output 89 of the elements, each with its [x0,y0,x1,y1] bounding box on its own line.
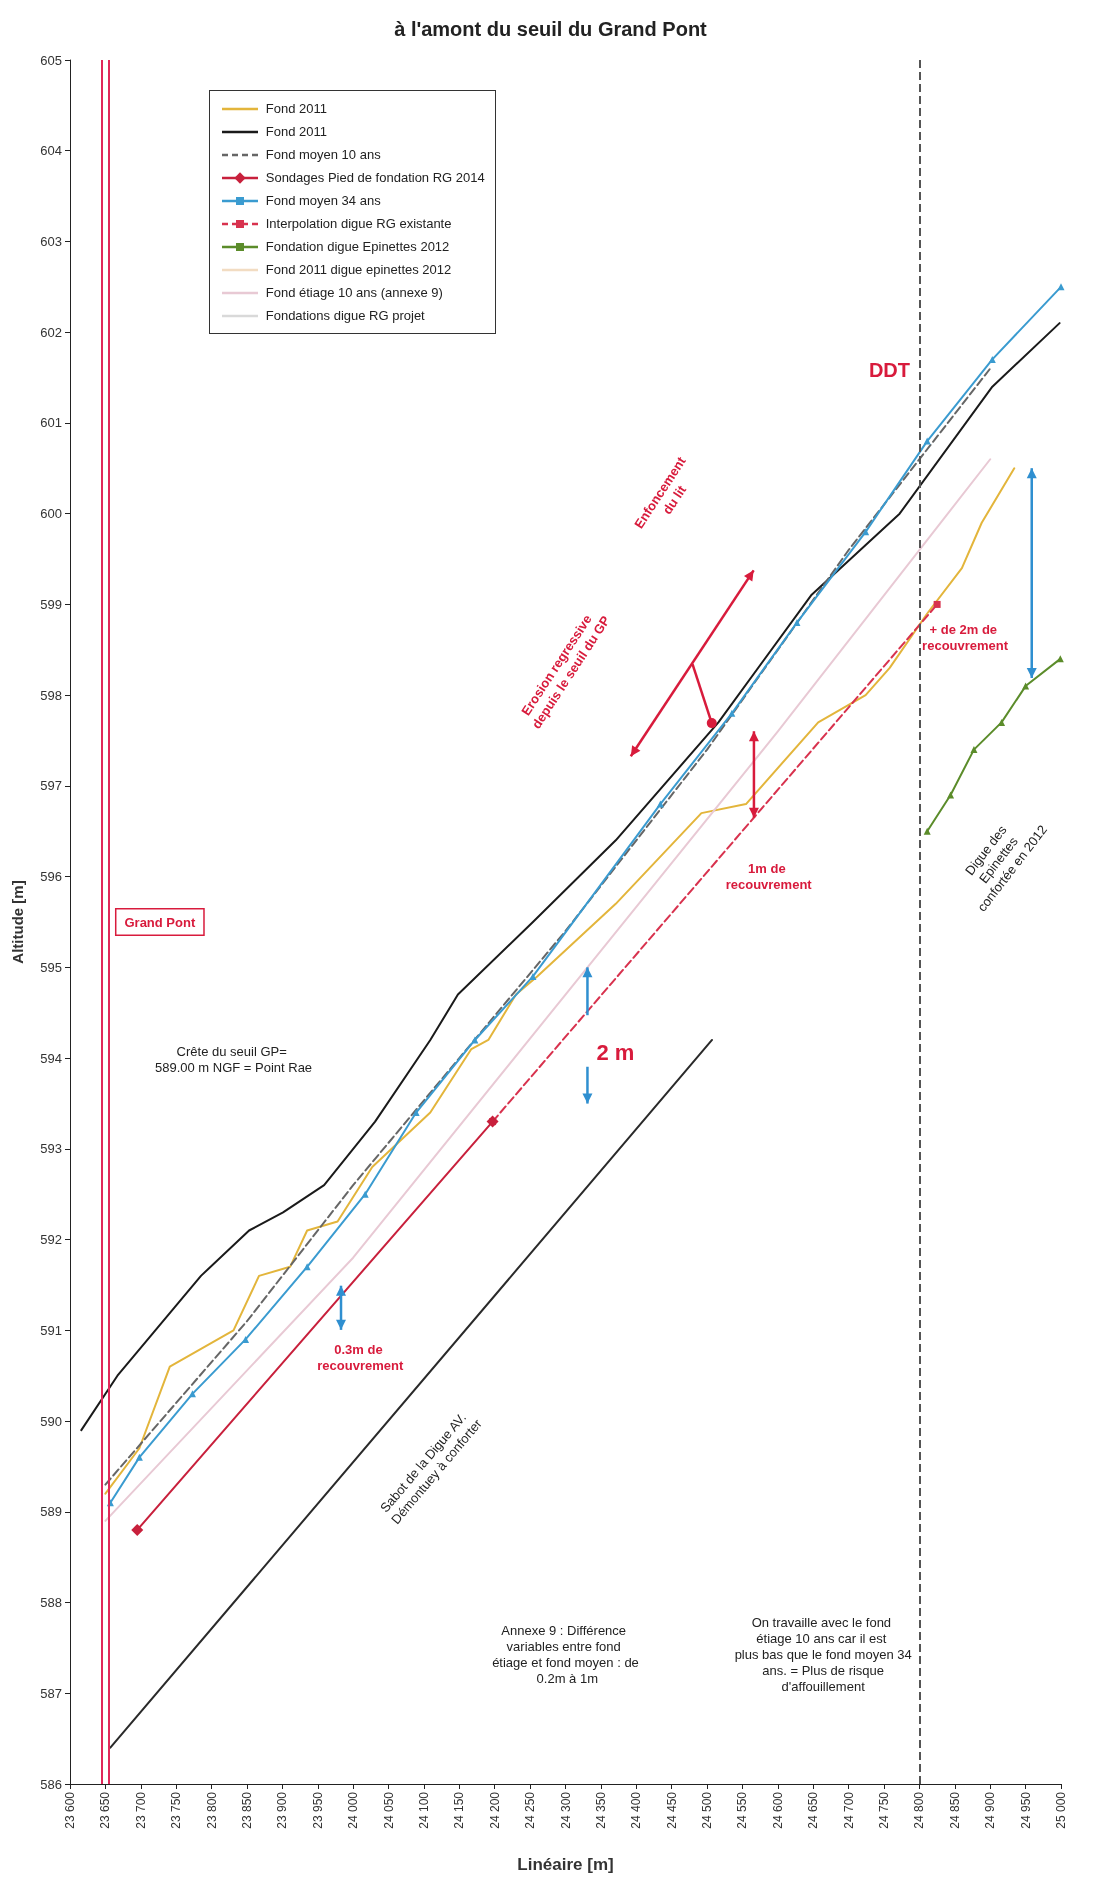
x-axis-title: Linéaire [m] [517,1855,614,1874]
chart-title: à l'amont du seuil du Grand Pont [394,18,708,40]
x-tick-label: 23 850 [239,1791,254,1829]
y-tick-label: 593 [40,1141,62,1157]
point [988,355,996,363]
ref-line-label: Grand Pont [124,914,196,930]
y-tick-label: 602 [40,324,62,340]
point [1022,682,1030,690]
x-tick-label: 24 150 [452,1791,467,1829]
y-tick-label: 599 [40,596,62,612]
x-tick-label: 23 700 [133,1791,148,1829]
point [923,827,931,835]
legend-label: Fond 2011 [265,124,327,139]
x-tick-label: 24 200 [487,1791,502,1829]
annotation: 1m de recouvrement [725,861,813,893]
x-tick-label: 24 050 [381,1791,396,1829]
y-tick-label: 597 [40,778,62,794]
point [412,1109,420,1117]
point [933,600,941,608]
legend-label: Sondages Pied de fondation RG 2014 [265,170,485,185]
x-tick-label: 24 100 [416,1791,431,1829]
x-tick-label: 23 650 [98,1791,113,1829]
x-tick-label: 24 750 [877,1791,892,1829]
y-axis-title: Altitude [m] [9,880,26,964]
y-tick-label: 603 [40,233,62,249]
x-tick-label: 24 650 [806,1791,821,1829]
x-tick-label: 24 450 [664,1791,679,1829]
point [728,709,736,717]
point [135,1453,143,1461]
ref-line-label: DDT [868,359,910,382]
y-tick-label: 592 [40,1232,62,1248]
x-tick-label: 24 700 [841,1791,856,1829]
x-tick-label: 24 550 [735,1791,750,1829]
point [656,800,664,808]
x-tick-label: 24 900 [983,1791,998,1829]
x-tick-label: 23 800 [204,1791,219,1829]
point [793,619,801,627]
legend-label: Fondations digue RG projet [265,308,425,323]
y-tick-label: 604 [40,143,62,159]
annotation: On travaille avec le fond étiage 10 ans car il est plus bas que le fond moyen 34 ans. = Plus de risque d'affouillement [734,1615,912,1695]
legend-label: Fond 2011 digue epinettes 2012 [265,262,452,277]
x-tick-label: 24 400 [629,1791,644,1829]
x-tick-label: 24 250 [523,1791,538,1829]
x-tick-label: 24 300 [558,1791,573,1829]
point [361,1190,369,1198]
y-tick-label: 596 [40,869,62,885]
y-tick-label: 590 [40,1413,62,1429]
x-tick-label: 24 000 [346,1791,361,1829]
y-tick-label: 594 [40,1050,62,1066]
x-tick-label: 24 850 [947,1791,962,1829]
legend-label: Interpolation digue RG existante [265,216,452,231]
legend-label: Fondation digue Epinettes 2012 [265,239,450,254]
y-tick-label: 588 [40,1595,62,1611]
point [970,746,978,754]
point [1057,283,1065,291]
y-tick-label: 598 [40,687,62,703]
annotation: + de 2m de recouvrement [922,622,1009,654]
point [998,718,1006,726]
y-tick-label: 605 [40,52,62,68]
x-tick-label: 23 950 [310,1791,325,1829]
point [529,972,537,980]
x-tick-label: 24 600 [770,1791,785,1829]
point [188,1390,196,1398]
y-tick-label: 589 [40,1504,62,1520]
x-tick-label: 25 000 [1054,1791,1068,1829]
legend-label: Fond étiage 10 ans (annexe 9) [265,285,443,300]
y-tick-label: 587 [40,1685,62,1701]
y-tick-label: 591 [40,1322,62,1338]
annotation: 0.3m de recouvrement [317,1341,404,1373]
x-tick-label: 23 900 [275,1791,290,1829]
x-tick-label: 24 350 [593,1791,608,1829]
point [923,437,931,445]
point [131,1523,144,1536]
point [242,1335,250,1343]
annotation: Crête du seuil GP= 589.00 m NGF = Point Rae [154,1044,313,1076]
y-tick-label: 601 [40,415,62,431]
legend-label: Fond 2011 [265,101,327,116]
annotation: Annexe 9 : Différence variables entre fond étiage et fond moyen : de 0.2m à 1m [492,1623,639,1687]
legend-label: Fond moyen 10 ans [265,147,381,162]
x-tick-label: 23 600 [63,1791,77,1829]
annotation: 2 m [596,1039,635,1065]
y-tick-label: 586 [40,1776,62,1792]
x-tick-label: 24 500 [700,1791,715,1829]
y-tick-label: 600 [40,506,62,522]
legend-label: Fond moyen 34 ans [265,193,381,208]
y-tick-label: 595 [40,959,62,975]
x-tick-label: 23 750 [169,1791,184,1829]
x-tick-label: 24 950 [1018,1791,1033,1829]
x-tick-label: 24 800 [912,1791,927,1829]
